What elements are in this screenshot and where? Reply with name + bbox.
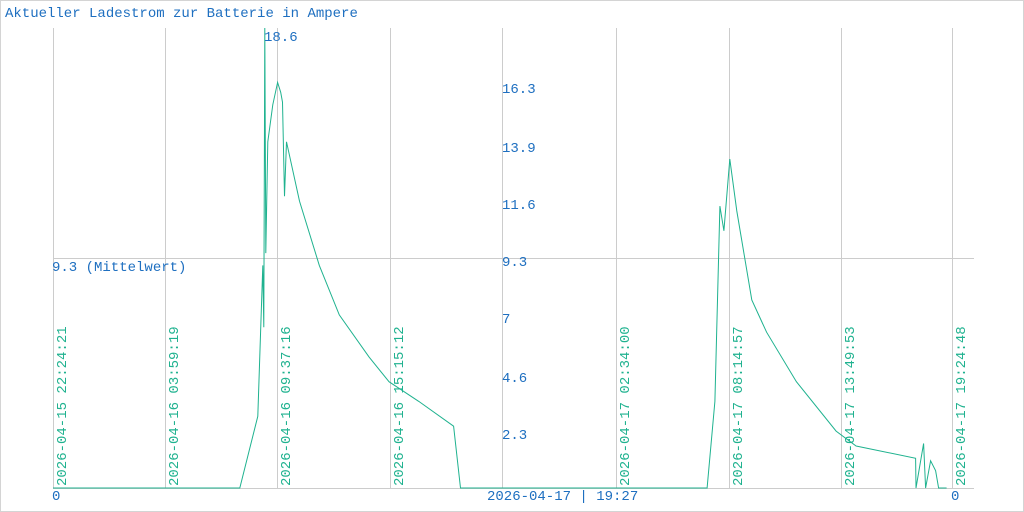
x-tick-label: 2026-04-15 22:24:21: [55, 326, 71, 486]
y-tick-label: 4.6: [502, 371, 527, 387]
chart-title: Aktueller Ladestrom zur Batterie in Ampe…: [5, 6, 358, 22]
series-line: [53, 27, 947, 489]
x-tick-label: 2026-04-16 15:15:12: [392, 326, 408, 486]
x-tick-label: 2026-04-17 13:49:53: [843, 326, 859, 486]
y-tick-label: 7: [502, 312, 510, 328]
x-tick-label: 2026-04-17 19:24:48: [954, 326, 970, 486]
y-tick-label: 2.3: [502, 428, 527, 444]
y-tick-label: 11.6: [502, 198, 536, 214]
y-tick-label: 16.3: [502, 82, 536, 98]
x-tick-label: 2026-04-17 02:34:00: [618, 326, 634, 486]
y-tick-label: 13.9: [502, 141, 536, 157]
current-time-label: 2026-04-17 | 19:27: [487, 489, 638, 505]
max-label: 18.6: [264, 30, 298, 46]
zero-left-label: 0: [52, 489, 60, 505]
mean-label: 9.3 (Mittelwert): [52, 260, 186, 276]
zero-right-label: 0: [951, 489, 959, 505]
x-tick-label: 2026-04-17 08:14:57: [731, 326, 747, 486]
x-tick-label: 2026-04-16 03:59:19: [167, 326, 183, 486]
x-tick-label: 2026-04-16 09:37:16: [279, 326, 295, 486]
y-tick-label: 9.3: [502, 255, 527, 271]
